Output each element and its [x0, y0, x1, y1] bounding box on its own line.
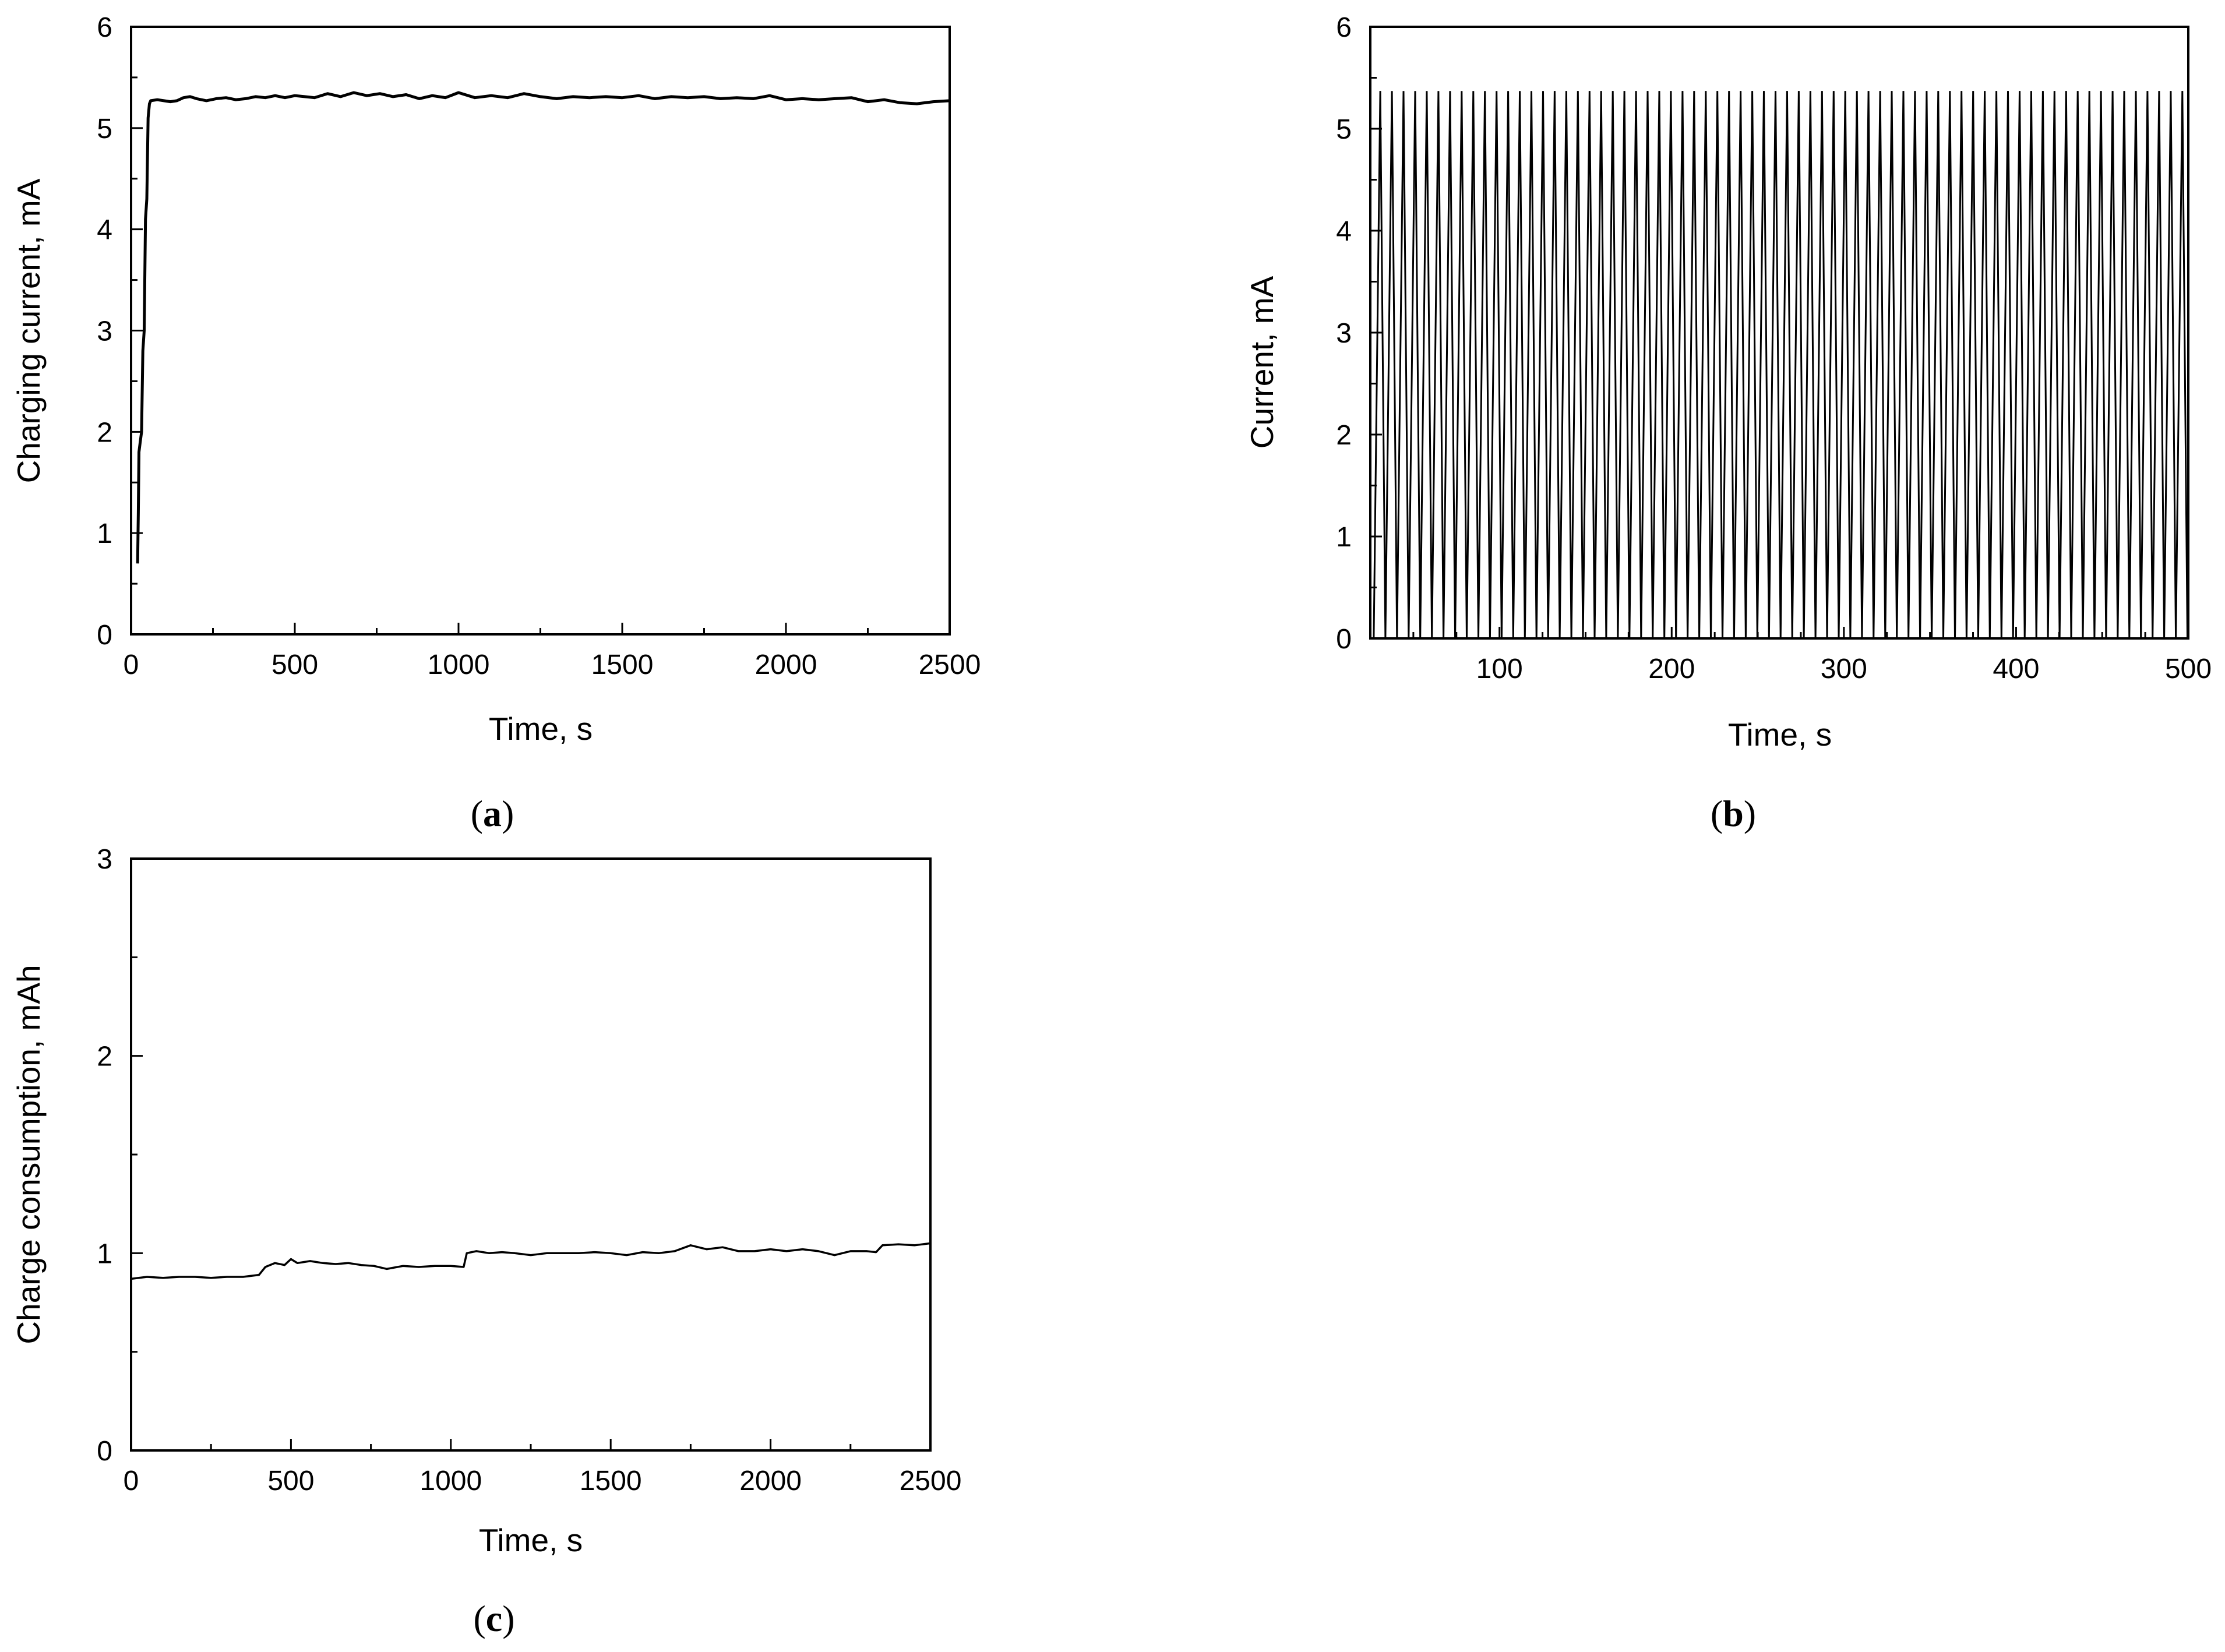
- y-tick-label: 1: [1336, 522, 1352, 553]
- caption-a-close: ): [502, 793, 514, 834]
- y-tick-label: 2: [97, 417, 112, 448]
- x-tick-label: 2000: [755, 649, 817, 680]
- x-tick-label: 100: [1476, 654, 1523, 684]
- x-tick-label: 1500: [580, 1466, 642, 1496]
- x-axis-title-c: Time, s: [479, 1522, 583, 1558]
- series-line: [136, 91, 950, 564]
- y-axis-title-c: Charge consumption, mAh: [10, 965, 47, 1344]
- x-tick-label: 0: [124, 1466, 139, 1496]
- ticks-c: [130, 857, 932, 1452]
- caption-a: (a): [471, 793, 514, 834]
- caption-c-open: (: [473, 1598, 485, 1639]
- x-tick-label: 0: [124, 649, 139, 680]
- caption-b-close: ): [1744, 793, 1756, 834]
- y-tick-label: 3: [97, 316, 112, 347]
- chart-panel-b: 100 200 300 400 500 0 1 2 3 4 5 6 Time, s Current, …: [1244, 12, 2212, 834]
- plot-frame-a: [130, 26, 951, 636]
- x-tick-label: 400: [1993, 654, 2039, 684]
- caption-b: (b): [1711, 793, 1756, 834]
- y-tick-label: 0: [97, 1436, 112, 1467]
- y-tick-label: 4: [1336, 216, 1352, 247]
- caption-a-letter: a: [483, 793, 502, 834]
- y-tick-label: 1: [97, 1238, 112, 1269]
- x-tick-label: 2500: [900, 1466, 962, 1496]
- x-tick-label: 2500: [919, 649, 981, 680]
- x-tick-label: 500: [271, 649, 318, 680]
- series-group-b: [1373, 91, 2188, 639]
- x-tick-label: 500: [267, 1466, 314, 1496]
- series-group-c: [131, 1242, 931, 1280]
- y-tick-label: 6: [1336, 12, 1352, 43]
- y-tick-label: 6: [97, 12, 112, 43]
- x-tick-label: 200: [1648, 654, 1695, 684]
- tick-labels-b: 100 200 300 400 500 0 1 2 3 4 5 6: [1336, 12, 2212, 684]
- y-tick-label: 3: [97, 844, 112, 875]
- y-tick-label: 2: [1336, 420, 1352, 451]
- x-tick-label: 300: [1821, 654, 1867, 684]
- caption-b-letter: b: [1723, 793, 1744, 834]
- y-tick-label: 0: [1336, 624, 1352, 655]
- x-tick-label: 1000: [428, 649, 490, 680]
- y-tick-label: 5: [1336, 114, 1352, 145]
- caption-c: (c): [473, 1598, 514, 1639]
- x-axis-title-a: Time, s: [489, 711, 593, 747]
- x-tick-label: 1500: [591, 649, 654, 680]
- ticks-a: [130, 26, 951, 636]
- caption-c-letter: c: [486, 1598, 502, 1639]
- pulse-series-line: [1373, 91, 2188, 639]
- y-tick-label: 3: [1336, 318, 1352, 349]
- caption-b-open: (: [1711, 793, 1723, 834]
- y-tick-label: 5: [97, 114, 112, 144]
- x-tick-label: 1000: [419, 1466, 482, 1496]
- y-tick-label: 1: [97, 518, 112, 549]
- y-axis-title-a: Charging current, mA: [10, 178, 47, 483]
- x-tick-label: 2000: [739, 1466, 802, 1496]
- x-axis-title-b: Time, s: [1728, 716, 1832, 753]
- tick-labels-a: 0 500 1000 1500 2000 2500 0 1 2 3 4 5 6: [97, 12, 981, 680]
- y-tick-label: 0: [97, 620, 112, 651]
- series-line: [131, 1242, 931, 1280]
- y-tick-label: 4: [97, 215, 112, 246]
- tick-labels-c: 0 500 1000 1500 2000 2500 0 1 2 3: [97, 844, 961, 1496]
- chart-panel-a: 0 500 1000 1500 2000 2500 0 1 2 3 4 5 6 Time, s Char…: [10, 12, 981, 834]
- y-axis-title-b: Current, mA: [1244, 276, 1280, 449]
- caption-c-close: ): [502, 1598, 514, 1639]
- x-tick-label: 500: [2165, 654, 2212, 684]
- caption-a-open: (: [471, 793, 483, 834]
- y-tick-label: 2: [97, 1042, 112, 1072]
- plot-frame-c: [130, 857, 932, 1452]
- chart-panel-c: 0 500 1000 1500 2000 2500 0 1 2 3 Time, s Charge …: [10, 844, 961, 1639]
- series-group-a: [136, 91, 950, 564]
